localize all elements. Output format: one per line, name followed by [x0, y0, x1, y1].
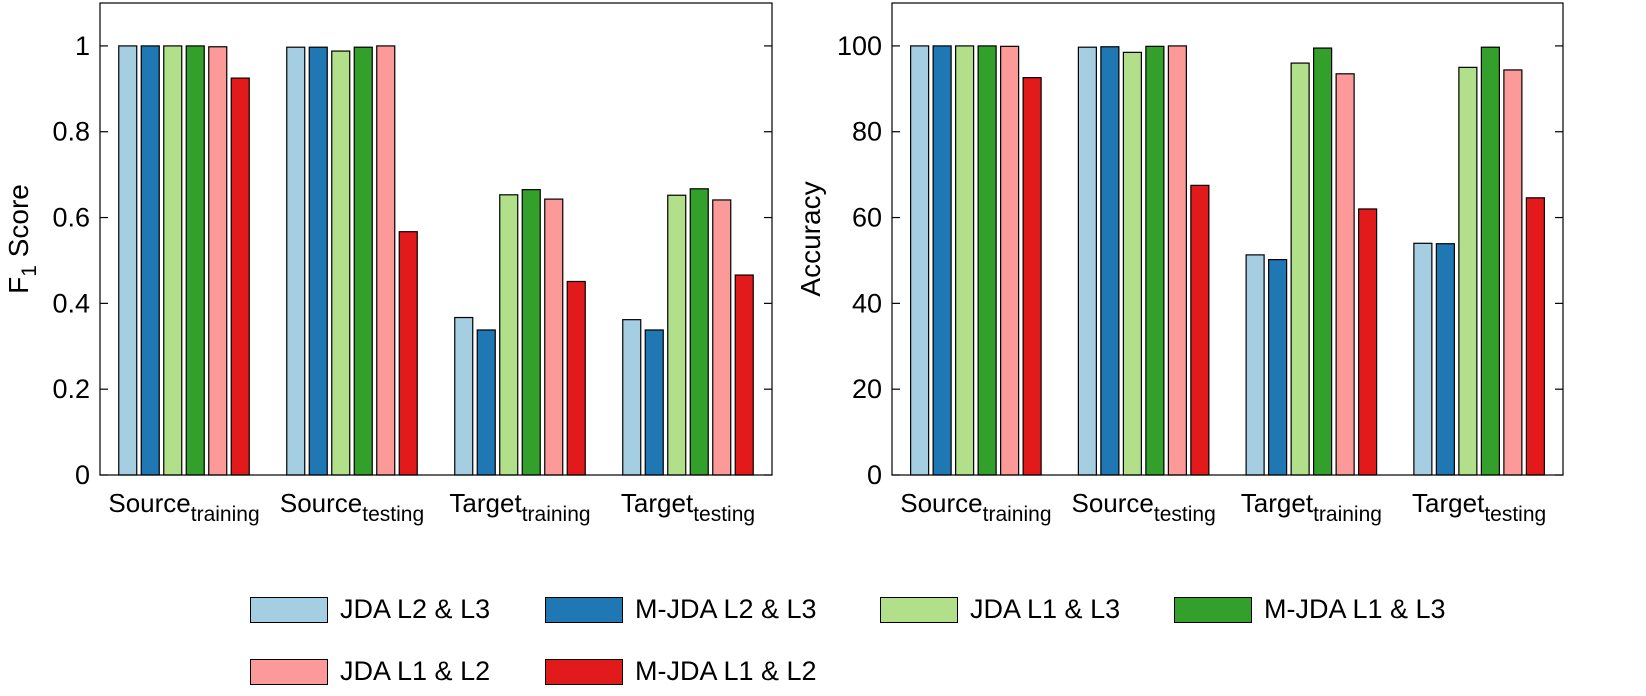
bar	[1190, 184, 1210, 476]
x-tick-label: Sourcetraining	[900, 488, 1051, 526]
y-tick-label: 20	[852, 374, 882, 404]
y-tick-label: 40	[852, 288, 882, 318]
bar	[185, 45, 205, 476]
bar	[1313, 47, 1333, 476]
bar	[1480, 46, 1500, 476]
bar	[622, 319, 642, 476]
bar	[644, 329, 664, 476]
bar	[1245, 254, 1265, 476]
bar	[1167, 45, 1187, 476]
bar	[521, 189, 541, 476]
bar	[1000, 45, 1020, 476]
bar	[1122, 51, 1142, 476]
y-tick-label: 0.8	[52, 117, 90, 147]
y-axis-label: Accuracy	[795, 181, 826, 296]
bar	[734, 274, 754, 476]
bar	[499, 194, 519, 476]
axes-box	[99, 2, 773, 476]
bar	[1268, 258, 1288, 476]
f1-score-panel: 0 0.2 0.4 0.6 0.8 1 Sourcetraining Sourcetestin…	[3, 2, 773, 526]
y-tick-label: 0.4	[52, 288, 90, 318]
bar	[712, 199, 732, 476]
accuracy-panel: 0 20 40 60 80 100 Sourcetraining Sourcetesting T…	[795, 2, 1564, 526]
x-tick-label: Targettraining	[449, 488, 590, 526]
bar	[689, 188, 709, 476]
bar	[1145, 45, 1165, 476]
y-tick-label: 100	[837, 31, 882, 61]
bar	[1077, 46, 1097, 476]
bar	[1458, 66, 1478, 476]
bar	[1290, 62, 1310, 476]
y-tick-label: 0	[867, 460, 882, 490]
bar	[977, 45, 997, 476]
bar	[398, 231, 418, 476]
bar	[566, 280, 586, 476]
x-tick-label: Targettesting	[621, 488, 755, 526]
bar	[208, 46, 228, 476]
bar	[1413, 242, 1433, 476]
bar	[163, 45, 183, 476]
bar	[476, 329, 496, 476]
bar	[1358, 208, 1378, 476]
bar	[667, 194, 687, 476]
bar	[376, 45, 396, 476]
y-tick-label: 60	[852, 203, 882, 233]
y-tick-label: 0.2	[52, 374, 90, 404]
bar	[353, 46, 373, 476]
bar	[1022, 77, 1042, 476]
y-tick-label: 0.6	[52, 203, 90, 233]
bar	[118, 45, 138, 476]
bar	[544, 198, 564, 476]
bar	[1100, 46, 1120, 476]
bar	[331, 50, 351, 476]
bar	[955, 45, 975, 476]
y-tick-label: 80	[852, 117, 882, 147]
bar	[932, 45, 952, 476]
x-tick-label: Targettraining	[1241, 488, 1382, 526]
y-axis-label: F1 Score	[3, 184, 41, 294]
bar	[910, 45, 930, 476]
bar	[1335, 73, 1355, 476]
bar	[454, 316, 474, 476]
x-tick-label: Targettesting	[1412, 488, 1546, 526]
bar	[1503, 69, 1523, 476]
y-tick-label: 1	[75, 31, 90, 61]
axes-box	[891, 2, 1564, 476]
bar	[140, 45, 160, 476]
x-tick-label: Sourcetesting	[1071, 488, 1215, 526]
y-tick-label: 0	[75, 460, 90, 490]
bar	[308, 46, 328, 476]
x-tick-label: Sourcetraining	[108, 488, 259, 526]
bar	[1525, 197, 1545, 476]
bar	[286, 46, 306, 476]
x-tick-label: Sourcetesting	[280, 488, 424, 526]
bar	[1435, 243, 1455, 476]
bar	[230, 77, 250, 476]
